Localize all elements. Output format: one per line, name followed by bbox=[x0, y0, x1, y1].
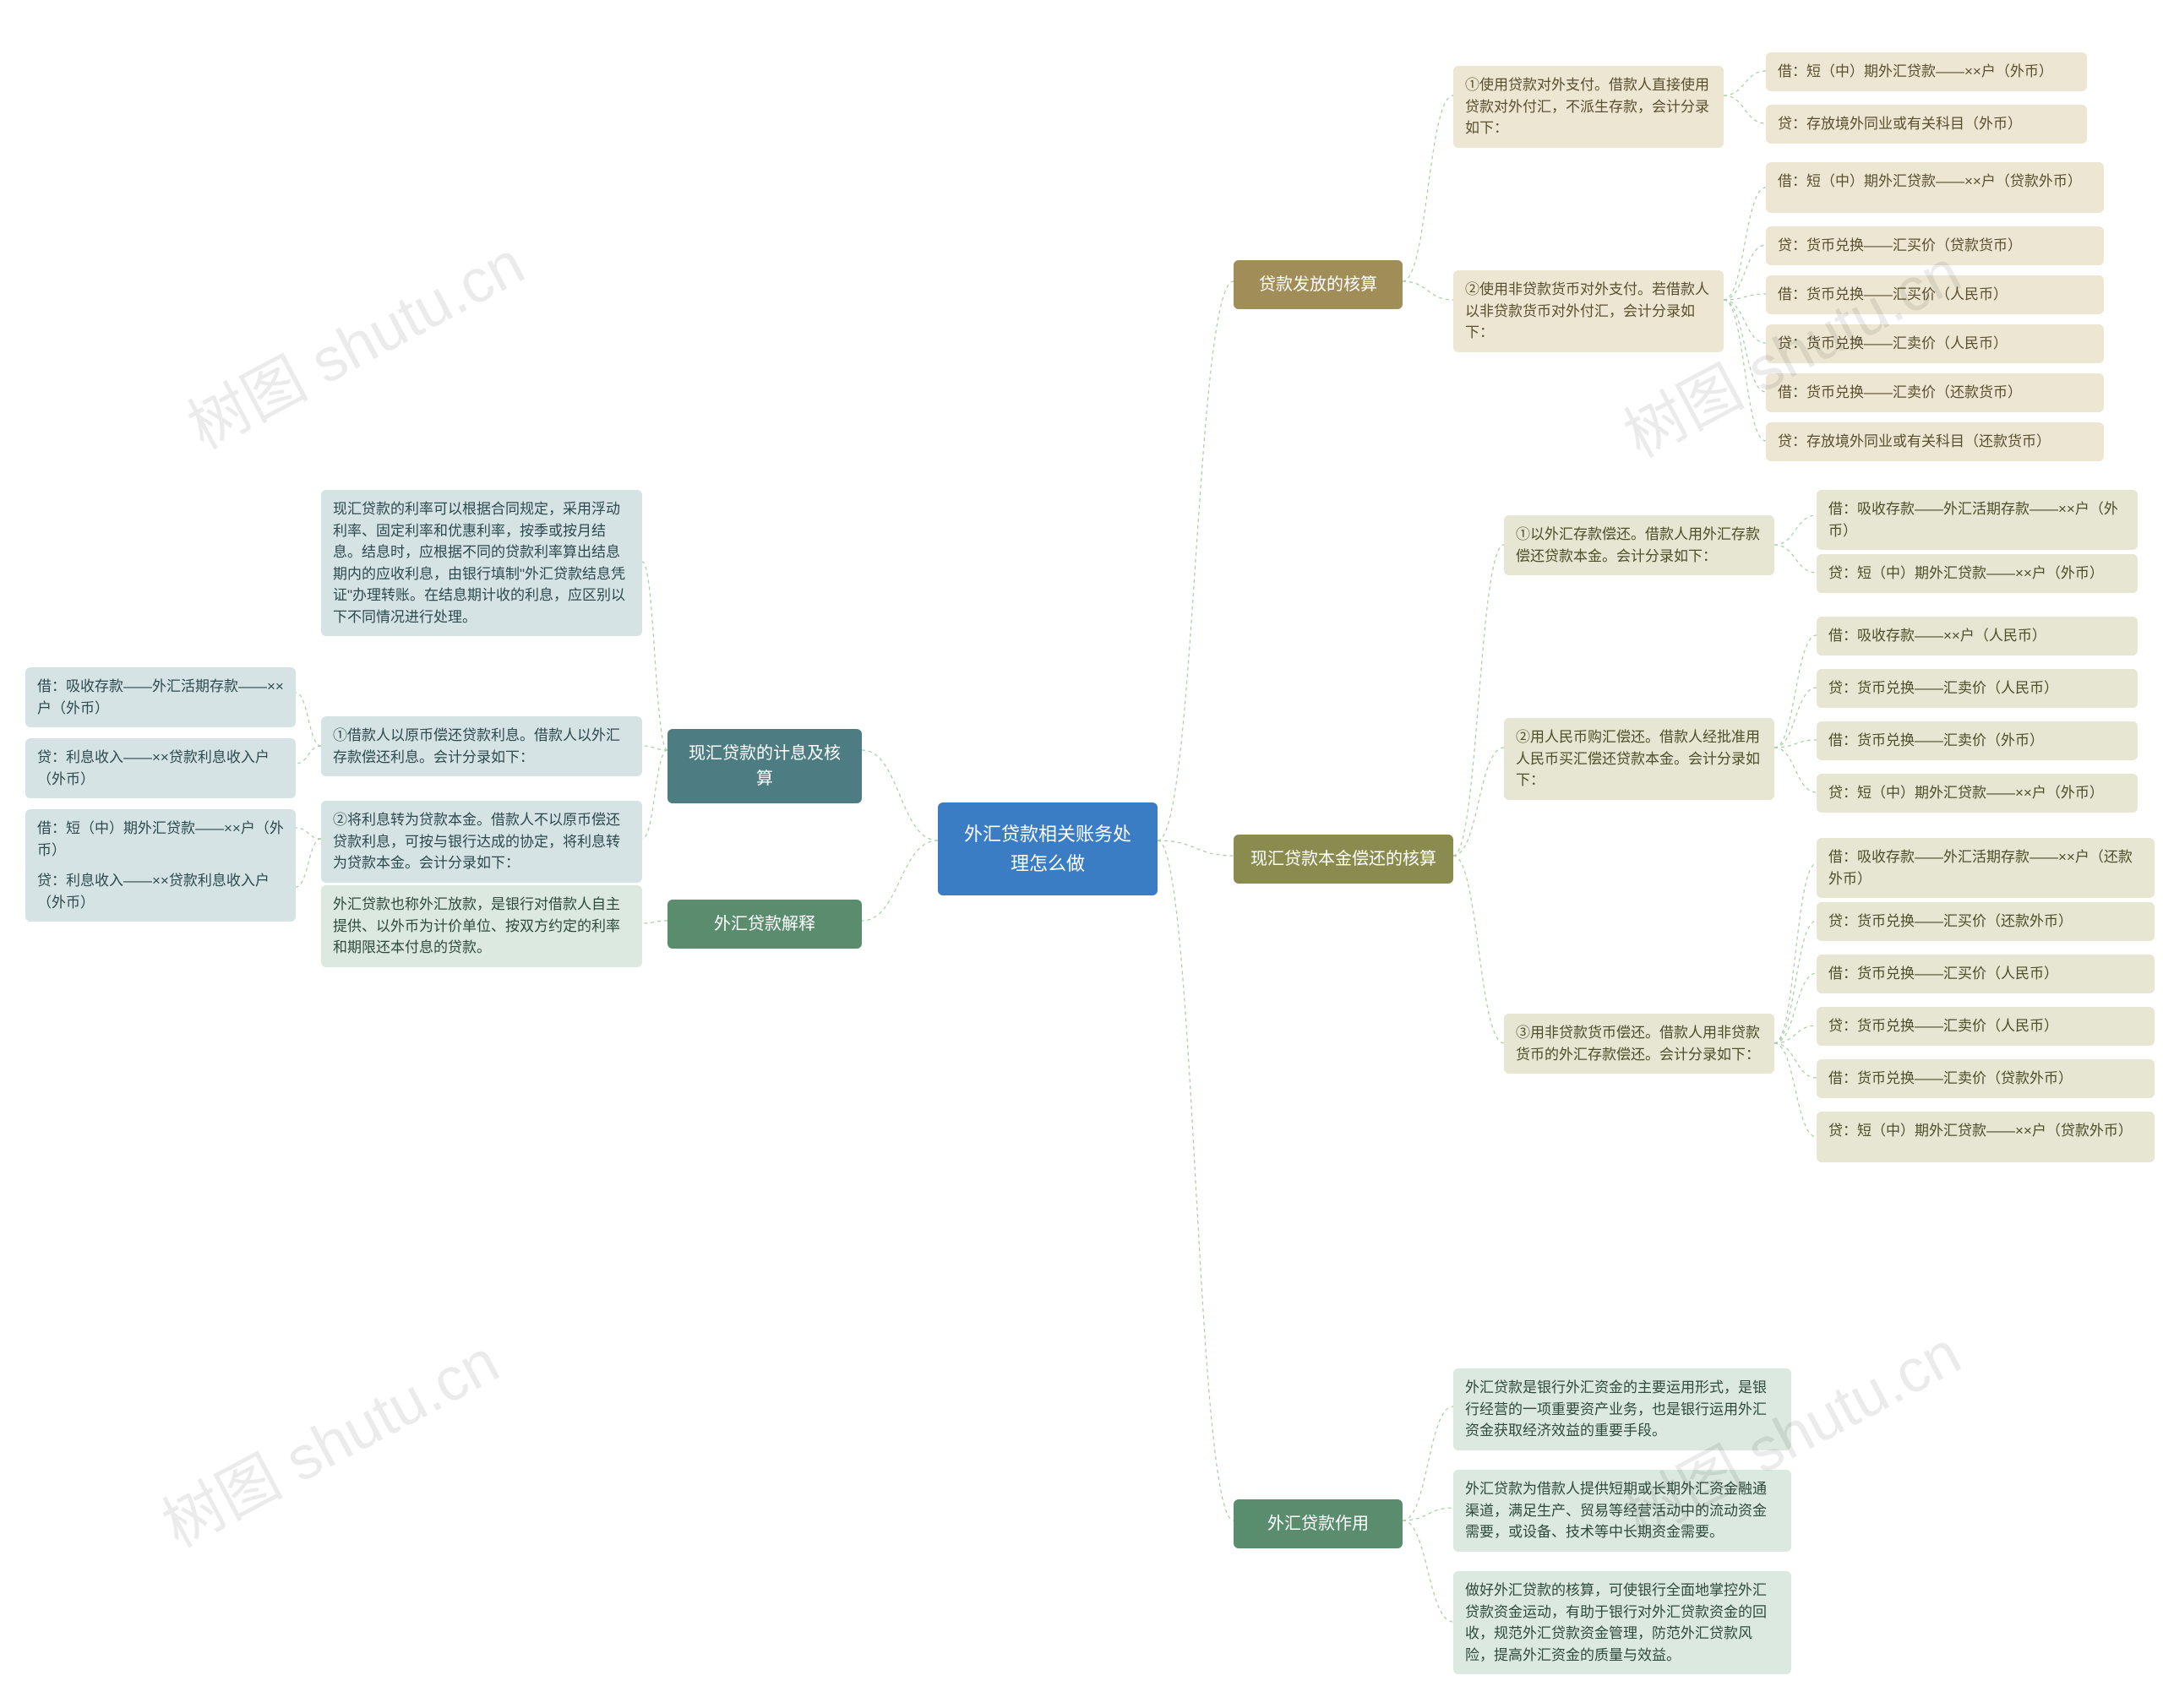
mindmap-node-ch_c3: ③用非贷款货币偿还。借款人用非贷款货币的外汇存款偿还。会计分录如下： bbox=[1504, 1014, 1774, 1074]
connector bbox=[1724, 300, 1766, 441]
connector bbox=[1724, 95, 1766, 123]
mindmap-node-ff_c2_l6: 贷：存放境外同业或有关科目（还款货币） bbox=[1766, 422, 2104, 461]
connector bbox=[1158, 840, 1234, 1520]
mindmap-node-ff_c1_d: 借：短（中）期外汇贷款——××户（外币） bbox=[1766, 52, 2087, 91]
connector bbox=[1403, 1508, 1453, 1520]
connector bbox=[1774, 921, 1817, 1043]
mindmap-node-js_c2: ②将利息转为贷款本金。借款人不以原币偿还贷款利息，可按与银行达成的协定，将利息转… bbox=[321, 801, 642, 883]
connector bbox=[1774, 973, 1817, 1043]
mindmap-node-zy_2: 外汇贷款为借款人提供短期或长期外汇资金融通渠道，满足生产、贸易等经营活动中的流动… bbox=[1453, 1470, 1791, 1552]
watermark: 树图 shutu.cn bbox=[144, 1313, 511, 1564]
mindmap-node-zy_1: 外汇贷款是银行外汇资金的主要运用形式，是银行经营的一项重要资产业务，也是银行运用… bbox=[1453, 1368, 1791, 1450]
mindmap-node-zy_3: 做好外汇贷款的核算，可使银行全面地掌控外汇贷款资金运动，有助于银行对外汇贷款资金… bbox=[1453, 1571, 1791, 1674]
mindmap-node-js_c2_c: 贷：利息收入——××贷款利息收入户（外币） bbox=[25, 862, 296, 922]
mindmap-node-b_zuoyong: 外汇贷款作用 bbox=[1234, 1499, 1403, 1548]
connector bbox=[642, 921, 667, 923]
connector bbox=[296, 828, 321, 839]
connector bbox=[1453, 545, 1504, 856]
connector bbox=[296, 693, 321, 746]
connector bbox=[1453, 856, 1504, 1043]
connector bbox=[1774, 515, 1817, 545]
mindmap-node-ch_c3_l5: 借：货币兑换——汇卖价（贷款外币） bbox=[1817, 1059, 2155, 1098]
mindmap-node-jie_text: 外汇贷款也称外汇放款，是银行对借款人自主提供、以外币为计价单位、按双方约定的利率… bbox=[321, 885, 642, 967]
connector bbox=[1724, 188, 1766, 300]
mindmap-node-ff_c2: ②使用非贷款货币对外支付。若借款人以非贷款货币对外付汇，会计分录如下： bbox=[1453, 270, 1724, 352]
connector bbox=[862, 840, 938, 921]
connector bbox=[1774, 635, 1817, 748]
connector bbox=[1158, 281, 1234, 840]
mindmap-node-ff_c2_l4: 贷：货币兑换——汇卖价（人民币） bbox=[1766, 324, 2104, 363]
mindmap-node-ch_c3_l2: 贷：货币兑换——汇买价（还款外币） bbox=[1817, 902, 2155, 941]
connector bbox=[1774, 740, 1817, 748]
mindmap-node-ff_c2_l5: 借：货币兑换——汇卖价（还款货币） bbox=[1766, 373, 2104, 412]
mindmap-node-ff_c2_l1: 借：短（中）期外汇贷款——××户（贷款外币） bbox=[1766, 162, 2104, 213]
mindmap-node-js_intro: 现汇贷款的利率可以根据合同规定，采用浮动利率、固定利率和优惠利率，按季或按月结息… bbox=[321, 490, 642, 636]
mindmap-node-js_c1_d: 借：吸收存款——外汇活期存款——××户（外币） bbox=[25, 667, 296, 727]
connector bbox=[862, 750, 938, 840]
mindmap-node-ch_c3_l1: 借：吸收存款——外汇活期存款——××户（还款外币） bbox=[1817, 838, 2155, 898]
mindmap-node-ch_c2_l3: 借：货币兑换——汇卖价（外币） bbox=[1817, 721, 2138, 760]
mindmap-node-ch_c1_c: 贷：短（中）期外汇贷款——××户（外币） bbox=[1817, 554, 2138, 593]
connector bbox=[642, 750, 667, 839]
mindmap-node-ch_c2_l1: 借：吸收存款——××户（人民币） bbox=[1817, 617, 2138, 655]
mindmap-node-ch_c1: ①以外汇存款偿还。借款人用外汇存款偿还贷款本金。会计分录如下： bbox=[1504, 515, 1774, 575]
connector bbox=[1724, 71, 1766, 95]
connector bbox=[1774, 1025, 1817, 1043]
mindmap-node-ch_c1_d: 借：吸收存款——外汇活期存款——××户（外币） bbox=[1817, 490, 2138, 550]
connector bbox=[1774, 1043, 1817, 1078]
mindmap-node-ch_c2_l4: 贷：短（中）期外汇贷款——××户（外币） bbox=[1817, 774, 2138, 813]
mindmap-node-ch_c3_l4: 贷：货币兑换——汇卖价（人民币） bbox=[1817, 1007, 2155, 1046]
mindmap-node-ch_c2: ②用人民币购汇偿还。借款人经批准用人民币买汇偿还贷款本金。会计分录如下： bbox=[1504, 718, 1774, 800]
connector bbox=[1724, 245, 1766, 300]
mindmap-node-b_fafang: 贷款发放的核算 bbox=[1234, 260, 1403, 309]
connector bbox=[1774, 688, 1817, 748]
connector bbox=[642, 562, 667, 750]
mindmap-node-b_jisuan: 现汇贷款的计息及核算 bbox=[667, 729, 862, 803]
connector bbox=[1774, 545, 1817, 573]
mindmap-node-ch_c3_l3: 借：货币兑换——汇买价（人民币） bbox=[1817, 955, 2155, 993]
mindmap-node-ff_c1_c: 贷：存放境外同业或有关科目（外币） bbox=[1766, 105, 2087, 144]
mindmap-node-ff_c1: ①使用贷款对外支付。借款人直接使用贷款对外付汇，不派生存款，会计分录如下： bbox=[1453, 66, 1724, 148]
connector bbox=[1453, 748, 1504, 856]
mindmap-node-b_jieshi: 外汇贷款解释 bbox=[667, 900, 862, 949]
connector bbox=[1403, 281, 1453, 300]
mindmap-node-ch_c3_l6: 贷：短（中）期外汇贷款——××户（贷款外币） bbox=[1817, 1112, 2155, 1162]
mindmap-node-js_c2_d: 借：短（中）期外汇贷款——××户（外币） bbox=[25, 809, 296, 869]
connector bbox=[296, 746, 321, 764]
connector bbox=[1158, 840, 1234, 856]
connector bbox=[1774, 863, 1817, 1043]
connector bbox=[1774, 1043, 1817, 1137]
watermark: 树图 shutu.cn bbox=[170, 215, 537, 465]
mindmap-node-b_changhuan: 现汇贷款本金偿还的核算 bbox=[1234, 835, 1453, 884]
connector bbox=[1403, 95, 1453, 281]
mindmap-node-js_c1: ①借款人以原币偿还贷款利息。借款人以外汇存款偿还利息。会计分录如下： bbox=[321, 716, 642, 776]
connector bbox=[1774, 748, 1817, 792]
mindmap-node-ch_c2_l2: 贷：货币兑换——汇卖价（人民币） bbox=[1817, 669, 2138, 708]
mindmap-node-ff_c2_l3: 借：货币兑换——汇买价（人民币） bbox=[1766, 275, 2104, 314]
connector bbox=[1403, 1406, 1453, 1520]
connector bbox=[1724, 300, 1766, 343]
connector bbox=[1403, 1520, 1453, 1622]
connector bbox=[296, 839, 321, 887]
connector bbox=[1724, 294, 1766, 300]
connector bbox=[1724, 300, 1766, 392]
mindmap-node-root: 外汇贷款相关账务处理怎么做 bbox=[938, 802, 1158, 895]
mindmap-node-ff_c2_l2: 贷：货币兑换——汇买价（贷款货币） bbox=[1766, 226, 2104, 265]
connector bbox=[642, 746, 667, 750]
mindmap-node-js_c1_c: 贷：利息收入——××贷款利息收入户（外币） bbox=[25, 738, 296, 798]
